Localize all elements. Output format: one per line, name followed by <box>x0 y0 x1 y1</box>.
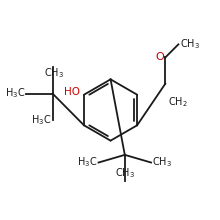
Text: CH$_3$: CH$_3$ <box>152 156 172 169</box>
Text: H$_3$C: H$_3$C <box>5 87 25 101</box>
Text: CH$_2$: CH$_2$ <box>168 95 188 109</box>
Text: CH$_3$: CH$_3$ <box>44 66 64 80</box>
Text: H$_3$C: H$_3$C <box>77 156 97 169</box>
Text: CH$_3$: CH$_3$ <box>180 37 200 51</box>
Text: O: O <box>156 53 164 62</box>
Text: CH$_3$: CH$_3$ <box>115 166 135 180</box>
Text: HO: HO <box>64 88 80 97</box>
Text: H$_3$C: H$_3$C <box>31 113 51 127</box>
